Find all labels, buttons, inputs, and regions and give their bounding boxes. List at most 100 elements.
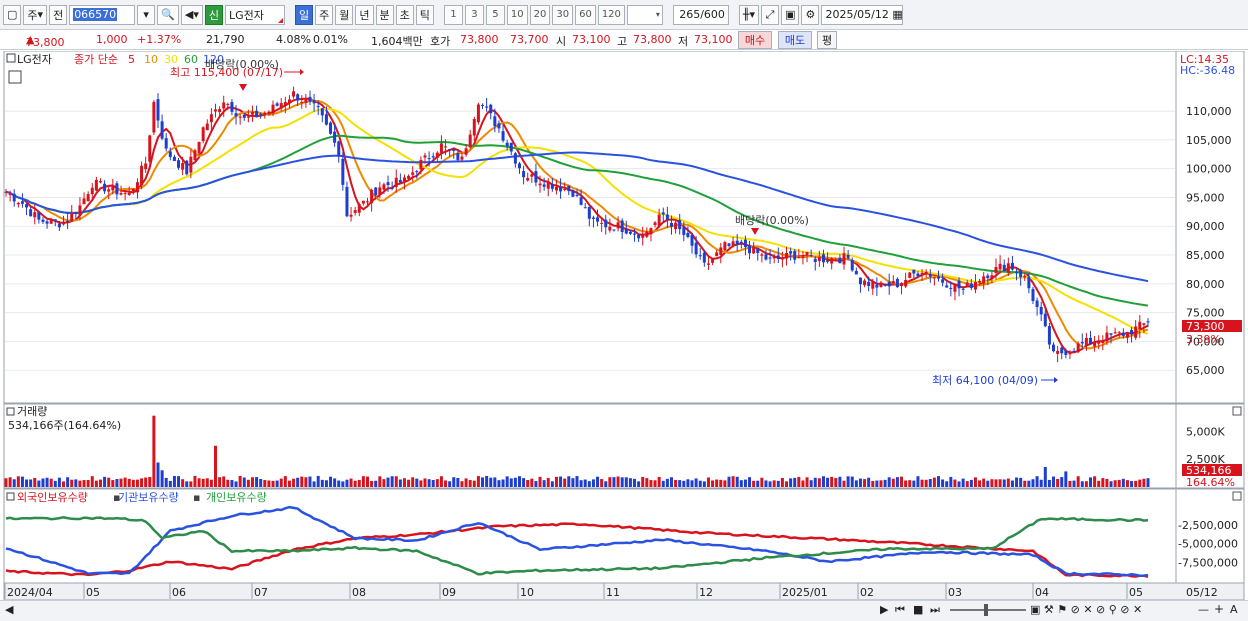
chart-area[interactable]: 110,000 105,000 100,000 95,000 90,000 85,000 8…	[0, 50, 1248, 621]
candle-body	[776, 255, 780, 259]
period-dropdown[interactable]: 주 ▾	[23, 4, 48, 25]
volume-bar	[768, 481, 772, 487]
price-tick-label: 90,000	[1186, 220, 1225, 233]
candle-body	[990, 275, 994, 280]
draw-tool-icon[interactable]: ⤢	[761, 4, 780, 25]
sin-button[interactable]: 신	[204, 4, 223, 25]
period-button-minute[interactable]: 분	[375, 4, 394, 25]
font-size-icon[interactable]: A	[1230, 603, 1238, 616]
grid-toggle-icon[interactable]	[8, 70, 22, 84]
range-field[interactable]: 265/600	[672, 4, 729, 25]
volume-bar	[900, 476, 904, 487]
candle-body	[563, 189, 567, 191]
volume-bar	[826, 477, 830, 487]
interval-button-30[interactable]: 30	[552, 4, 574, 25]
volume-bar	[727, 476, 731, 487]
window-icon[interactable]: ▢	[3, 4, 22, 25]
zoom-out-icon[interactable]: —	[1198, 603, 1209, 616]
volume-bar	[320, 479, 324, 487]
candle-body	[517, 163, 521, 169]
panel-checkbox-icon[interactable]	[6, 53, 16, 63]
volume-bar	[168, 480, 172, 487]
x-axis-label: 11	[606, 586, 620, 599]
stock-name-field[interactable]: LG전자	[225, 4, 285, 25]
x-axis-label: 06	[172, 586, 186, 599]
period-button-year[interactable]: 년	[355, 4, 374, 25]
interval-button-60[interactable]: 60	[575, 4, 596, 25]
candle-body	[329, 122, 333, 134]
volume-bar	[230, 480, 234, 487]
candle-body	[1043, 313, 1047, 327]
speaker-icon[interactable]: ◀▾	[180, 4, 203, 25]
volume-panel-checkbox[interactable]	[6, 407, 15, 416]
volume-bar	[29, 479, 33, 487]
save-icon[interactable]: ▣	[781, 4, 800, 25]
zoom-slider[interactable]	[950, 609, 1026, 611]
interval-dropdown[interactable]: ▾	[626, 4, 663, 25]
interval-button-10[interactable]: 10	[506, 4, 528, 25]
volume-bar	[797, 476, 801, 487]
volume-bar	[982, 478, 986, 487]
candle-body	[255, 110, 259, 118]
last-page-icon[interactable]: ⏭	[930, 603, 940, 616]
volume-bar	[386, 477, 390, 487]
candle-body	[961, 288, 965, 290]
chart-tools-icon[interactable]: ▣ ⚒ ⚑ ⊘ ✕ ⊘ ⚲ ⊘ ✕	[1030, 603, 1143, 616]
volume-bar	[316, 475, 320, 487]
volume-bar	[1130, 481, 1134, 487]
avg-button[interactable]: 평	[817, 31, 837, 49]
interval-button-1[interactable]: 1	[443, 4, 463, 25]
search-icon[interactable]: 🔍	[157, 4, 179, 25]
zoom-in-icon[interactable]: +	[1214, 602, 1225, 616]
holding-panel-checkbox[interactable]	[6, 492, 15, 501]
period-button-tick[interactable]: 틱	[415, 4, 434, 25]
stock-chart[interactable]: 110,000 105,000 100,000 95,000 90,000 85,000 8…	[0, 50, 1248, 601]
candle-body	[739, 241, 743, 243]
interval-button-120[interactable]: 120	[597, 4, 625, 25]
volume-bar	[682, 480, 686, 487]
volume-bar	[879, 480, 883, 487]
scroll-right-icon[interactable]: ▶	[880, 603, 889, 616]
first-page-icon[interactable]: ⏮	[895, 603, 905, 616]
stock-code-input[interactable]: 066570	[69, 4, 136, 25]
candle-body	[378, 187, 382, 195]
interval-button-5[interactable]: 5	[485, 4, 505, 25]
gear-icon[interactable]: ⚙	[801, 4, 820, 25]
volume-panel-close-icon[interactable]	[1232, 406, 1242, 416]
interval-button-20[interactable]: 20	[529, 4, 551, 25]
stop-icon[interactable]: ■	[913, 603, 924, 616]
low-label: 저	[678, 35, 689, 48]
scroll-left-icon[interactable]: ◀	[5, 603, 14, 616]
volume-bar	[16, 476, 20, 487]
candle-body	[571, 190, 575, 197]
candle-body	[895, 278, 899, 288]
candle-body	[982, 276, 986, 284]
calendar-icon[interactable]: ▦	[892, 8, 903, 21]
period-button-month[interactable]: 월	[335, 4, 354, 25]
volume-bar	[715, 479, 719, 487]
candle-body	[1146, 321, 1150, 323]
candle-body	[177, 160, 181, 168]
interval-button-3[interactable]: 3	[464, 4, 484, 25]
candle-body	[633, 233, 637, 235]
sell-button[interactable]: 매도	[778, 31, 812, 49]
candle-body	[1121, 332, 1125, 336]
volume-bar	[107, 477, 111, 487]
candle-body	[468, 134, 472, 148]
volume-bar	[994, 479, 998, 487]
period-button-week[interactable]: 주	[315, 4, 334, 25]
jeon-button[interactable]: 전	[49, 4, 68, 25]
code-dropdown-icon[interactable]: ▾	[137, 4, 156, 25]
date-field[interactable]: 2025/05/12 ▦	[821, 4, 904, 25]
candle-type-icon[interactable]: ╫▾	[738, 4, 760, 25]
volume-bar	[296, 477, 300, 487]
volume-bar	[805, 477, 809, 487]
candle-body	[472, 119, 476, 136]
holding-panel-close-icon[interactable]	[1232, 491, 1242, 501]
candle-body	[497, 123, 501, 129]
period-button-day[interactable]: 일	[295, 4, 314, 25]
zoom-slider-handle[interactable]	[984, 604, 988, 616]
period-button-second[interactable]: 초	[395, 4, 414, 25]
buy-button[interactable]: 매수	[738, 31, 772, 49]
volume-bar	[1047, 479, 1051, 487]
